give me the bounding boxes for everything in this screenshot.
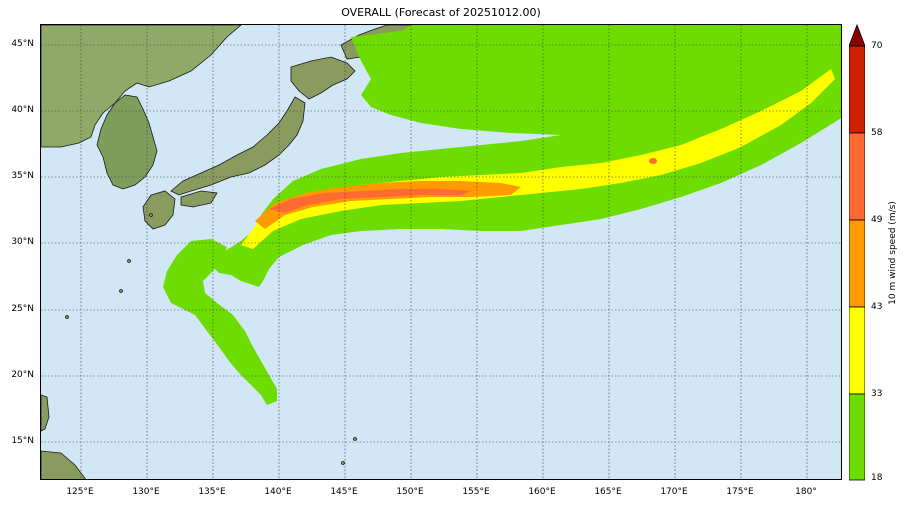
lat-label: 30°N <box>11 237 34 247</box>
island <box>353 437 357 441</box>
lon-label: 175°E <box>726 487 754 497</box>
land-layer <box>41 25 422 479</box>
lon-label: 125°E <box>66 487 94 497</box>
colorbar-band-18-33 <box>849 393 865 481</box>
lon-label: 140°E <box>264 487 292 497</box>
colorbar-tick: 18 <box>871 473 883 483</box>
lat-label: 15°N <box>11 436 34 446</box>
taiwan <box>41 394 50 432</box>
lon-label: 155°E <box>462 487 490 497</box>
philippines <box>41 450 86 479</box>
colorbar-tick: 33 <box>871 389 883 399</box>
map-title: OVERALL (Forecast of 20251012.00) <box>341 6 541 19</box>
wind-band-49-58-spot <box>649 158 657 164</box>
colorbar-tick: 43 <box>871 302 883 312</box>
island <box>65 315 69 319</box>
lat-label: 25°N <box>11 304 34 314</box>
lon-label: 145°E <box>330 487 358 497</box>
asia-mainland <box>41 25 242 148</box>
lat-label: 20°N <box>11 370 34 380</box>
colorbar-title: 10 m wind speed (m/s) <box>888 201 898 305</box>
colorbar-band-49-58 <box>849 132 865 221</box>
lat-label: 35°N <box>11 171 34 181</box>
lat-label: 45°N <box>11 39 34 49</box>
lon-label: 160°E <box>528 487 556 497</box>
lon-label: 180° <box>795 487 817 497</box>
colorbar-band-43-49 <box>849 219 865 308</box>
colorbar-tick: 58 <box>871 128 883 138</box>
lat-label: 40°N <box>11 105 34 115</box>
island <box>119 289 123 293</box>
wind-band-33-43 <box>241 69 835 249</box>
lon-label: 150°E <box>396 487 424 497</box>
wind-band-18-33-north <box>351 25 841 139</box>
graticule <box>41 25 841 479</box>
map-canvas <box>41 25 841 479</box>
lon-label: 170°E <box>660 487 688 497</box>
island <box>127 259 131 263</box>
island <box>341 461 345 465</box>
wind-band-18-33-track <box>163 239 277 405</box>
colorbar-tick: 49 <box>871 215 883 225</box>
colorbar-band-33-43 <box>849 306 865 395</box>
shikoku <box>180 190 218 208</box>
wind-layer <box>163 25 841 405</box>
colorbar-band-58-70 <box>849 45 865 134</box>
kyushu <box>142 190 176 230</box>
map-panel[interactable] <box>40 24 842 480</box>
colorbar-extend-arrow <box>849 24 865 47</box>
wind-band-49-58 <box>269 189 471 213</box>
korean-peninsula <box>96 94 158 190</box>
colorbar-tick: 70 <box>871 41 883 51</box>
lon-label: 130°E <box>132 487 160 497</box>
lon-label: 135°E <box>198 487 226 497</box>
lon-label: 165°E <box>594 487 622 497</box>
honshu <box>170 96 306 196</box>
colorbar <box>849 24 865 481</box>
island <box>149 213 153 217</box>
hokkaido <box>290 56 356 100</box>
